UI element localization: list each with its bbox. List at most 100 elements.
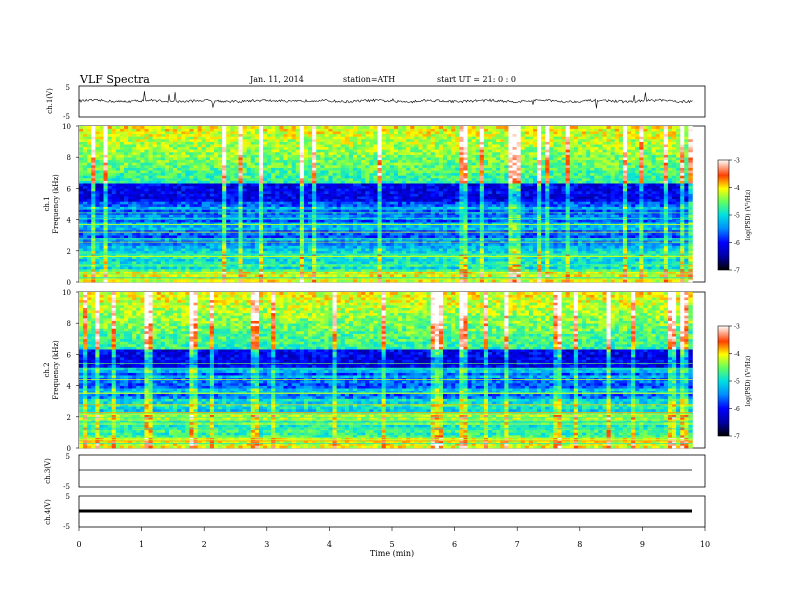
spectrogram-cell — [340, 191, 346, 194]
spectrogram-cell — [312, 198, 317, 202]
spectrogram-cell — [87, 172, 92, 176]
spectrogram-cell — [369, 144, 374, 148]
spectrogram-cell — [250, 237, 256, 241]
spectrogram-cell — [83, 248, 88, 252]
spectrogram-cell — [258, 167, 264, 171]
spectrogram-cell — [148, 180, 153, 184]
spectrogram-cell — [173, 157, 178, 161]
spectrogram-cell — [377, 165, 382, 168]
spectrogram-cell — [197, 180, 202, 184]
spectrogram-cell — [361, 128, 366, 132]
spectrogram-cell — [209, 243, 215, 246]
spectrogram-cell — [95, 144, 100, 148]
spectrogram-cell — [189, 157, 194, 161]
spectrogram-cell — [353, 232, 358, 236]
spectrogram-cell — [164, 256, 170, 259]
spectrogram-cell — [361, 222, 366, 226]
spectrogram-cell — [185, 191, 190, 194]
spectrogram-cell — [91, 175, 96, 179]
spectrogram-cell — [87, 227, 92, 231]
spectrogram-cell — [377, 263, 382, 267]
spectrogram-cell — [177, 185, 182, 189]
spectrogram-cell — [365, 170, 370, 174]
spectrogram-cell — [332, 274, 337, 278]
spectrogram-cell — [136, 136, 141, 140]
spectrogram-cell — [111, 206, 117, 210]
spectrogram-cell — [275, 180, 280, 184]
spectrogram-cell — [267, 243, 272, 246]
spectrogram-cell — [398, 248, 403, 252]
spectrogram-cell — [402, 248, 407, 252]
spectrogram-cell — [393, 214, 399, 218]
spectrogram-cell — [193, 175, 198, 179]
spectrogram-cell — [324, 165, 329, 168]
spectrogram-cell — [328, 157, 333, 161]
spectrogram-cell — [316, 183, 321, 187]
spectrogram-cell — [279, 144, 284, 148]
spectrogram-cell — [336, 170, 342, 174]
spectrogram-cell — [205, 139, 211, 142]
spectrogram-cell — [213, 248, 219, 252]
spectrogram-cell — [381, 167, 387, 171]
spectrogram-cell — [381, 128, 387, 132]
spectrogram-cell — [168, 191, 174, 194]
spectrogram-cell — [279, 175, 284, 179]
spectrogram-cell — [193, 206, 198, 210]
spectrogram-cell — [295, 227, 301, 231]
spectrogram-cell — [83, 133, 88, 137]
spectrogram-cell — [115, 172, 121, 176]
spectrogram-cell — [197, 230, 202, 233]
spectrogram-cell — [406, 250, 411, 254]
spectrogram-cell — [168, 209, 174, 213]
spectrogram-cell — [303, 235, 309, 239]
spectrogram-cell — [115, 191, 121, 194]
spectrogram-cell — [254, 159, 260, 163]
spectrogram-cell — [152, 256, 158, 259]
spectrogram-cell — [209, 172, 215, 176]
spectrogram-cell — [185, 279, 190, 283]
spectrogram-cell — [258, 222, 264, 226]
spectrogram-cell — [414, 149, 419, 153]
spectrogram-cell — [398, 167, 403, 171]
spectrogram-cell — [238, 139, 243, 142]
spectrogram-cell — [389, 165, 395, 168]
spectrogram-cell — [283, 133, 288, 137]
spectrogram-cell — [393, 159, 399, 163]
spectrogram-cell — [197, 154, 202, 158]
spectrogram-cell — [160, 139, 166, 142]
spectrogram-cell — [209, 133, 215, 137]
spectrogram-cell — [205, 256, 211, 259]
spectrogram-cell — [295, 206, 301, 210]
spectrogram-cell — [164, 175, 170, 179]
spectrogram-cell — [291, 271, 297, 275]
spectrogram-cell — [373, 227, 378, 231]
spectrogram-cell — [320, 224, 325, 228]
spectrogram-cell — [357, 126, 362, 129]
spectrogram-cell — [111, 263, 117, 267]
spectrogram-cell — [271, 274, 276, 278]
spectrogram-cell — [103, 211, 108, 215]
spectrogram-cell — [275, 152, 280, 155]
spectrogram-cell — [258, 128, 264, 132]
spectrogram-cell — [344, 271, 350, 275]
spectrogram-cell — [160, 214, 166, 218]
spectrogram-cell — [410, 128, 415, 132]
spectrogram-cell — [312, 269, 317, 272]
spectrogram-cell — [132, 154, 137, 158]
spectrogram-cell — [406, 198, 411, 202]
spectrogram-cell — [136, 175, 141, 179]
spectrogram-cell — [218, 219, 223, 223]
spectrogram-cell — [83, 279, 88, 283]
spectrogram-cell — [79, 256, 84, 259]
spectrogram-cell — [128, 219, 133, 223]
spectrogram-cell — [99, 237, 104, 241]
spectrogram-cell — [365, 224, 370, 228]
spectrogram-cell — [344, 152, 350, 155]
spectrogram-cell — [164, 131, 170, 135]
spectrogram-cell — [181, 211, 186, 215]
spectrogram-cell — [87, 133, 92, 137]
spectrogram-cell — [291, 196, 297, 200]
spectrogram-cell — [103, 196, 108, 200]
spectrogram-cell — [254, 149, 260, 153]
spectrogram-cell — [246, 183, 252, 187]
